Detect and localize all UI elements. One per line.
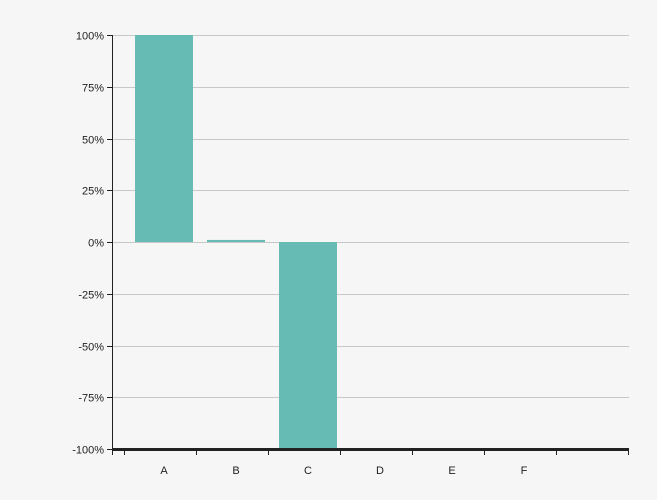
- y-tick-label: -100%: [72, 445, 104, 457]
- grid-lines: [112, 35, 629, 398]
- bar: [279, 242, 337, 449]
- x-tick-label: C: [304, 465, 312, 477]
- y-tick-label: -75%: [78, 393, 104, 405]
- axes: [107, 35, 629, 455]
- bar: [207, 239, 265, 242]
- y-tick-label: -25%: [78, 290, 104, 302]
- y-tick-label: 0%: [88, 238, 104, 250]
- bars: [135, 35, 337, 449]
- y-tick-labels: 100% 75% 50% 25% 0% -25% -50% -75% -100%: [72, 31, 104, 457]
- x-tick-label: D: [376, 465, 384, 477]
- y-tick-label: 100%: [76, 31, 104, 43]
- y-tick-label: 50%: [82, 135, 104, 147]
- y-tick-label: -50%: [78, 342, 104, 354]
- x-tick-labels: A B C D E F: [160, 465, 527, 477]
- x-tick-label: F: [521, 465, 528, 477]
- x-tick-label: B: [232, 465, 239, 477]
- x-tick-label: E: [448, 465, 455, 477]
- y-tick-label: 75%: [82, 83, 104, 95]
- x-tick-label: A: [160, 465, 168, 477]
- bar: [135, 35, 193, 242]
- y-tick-label: 25%: [82, 186, 104, 198]
